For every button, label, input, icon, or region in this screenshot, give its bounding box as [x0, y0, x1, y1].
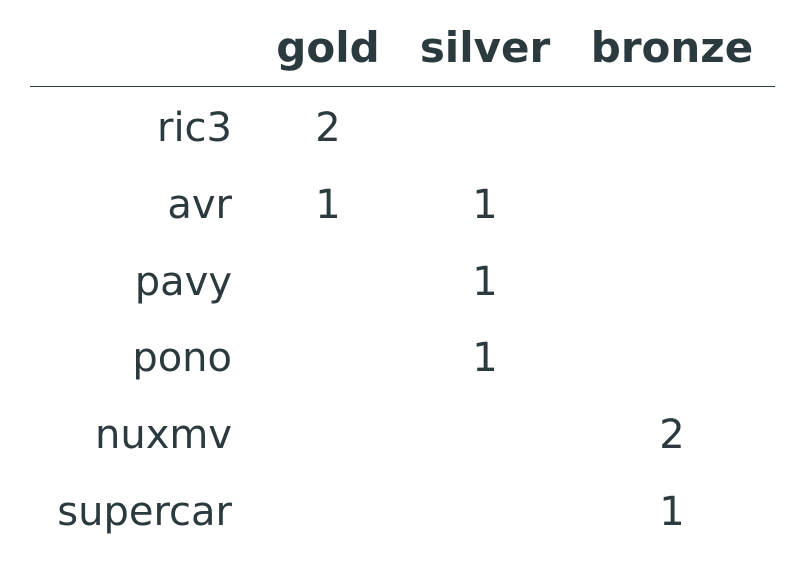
silver-cell: [416, 482, 554, 542]
table-row: ric3 2: [0, 98, 800, 158]
silver-cell: [416, 405, 554, 465]
table-row: pavy 1: [0, 252, 800, 312]
table-row: avr 1 1: [0, 175, 800, 235]
column-header-bronze: bronze: [590, 23, 754, 72]
header-divider: [30, 86, 775, 87]
bronze-cell: [588, 175, 756, 235]
bronze-cell: [588, 328, 756, 388]
row-label: pono: [132, 335, 232, 381]
table-row: supercar 1: [0, 482, 800, 542]
gold-cell: [272, 405, 384, 465]
table-row: pono 1: [0, 328, 800, 388]
gold-cell: [272, 482, 384, 542]
bronze-cell: 2: [659, 412, 685, 458]
bronze-cell: 1: [659, 489, 685, 535]
gold-cell: 2: [315, 105, 341, 151]
silver-cell: 1: [472, 259, 498, 305]
bronze-cell: [588, 252, 756, 312]
row-label: pavy: [134, 259, 232, 305]
table-row: nuxmv 2: [0, 405, 800, 465]
row-label: avr: [167, 182, 232, 228]
silver-cell: 1: [472, 335, 498, 381]
row-label: ric3: [157, 105, 232, 151]
gold-cell: [272, 252, 384, 312]
column-header-silver: silver: [419, 23, 551, 72]
bronze-cell: [588, 98, 756, 158]
column-header-gold: gold: [276, 23, 380, 72]
silver-cell: [416, 98, 554, 158]
table-header-row: gold silver bronze: [0, 18, 800, 78]
gold-cell: [272, 328, 384, 388]
row-label: nuxmv: [94, 412, 232, 458]
row-label: supercar: [57, 489, 232, 535]
silver-cell: 1: [472, 182, 498, 228]
gold-cell: 1: [315, 182, 341, 228]
